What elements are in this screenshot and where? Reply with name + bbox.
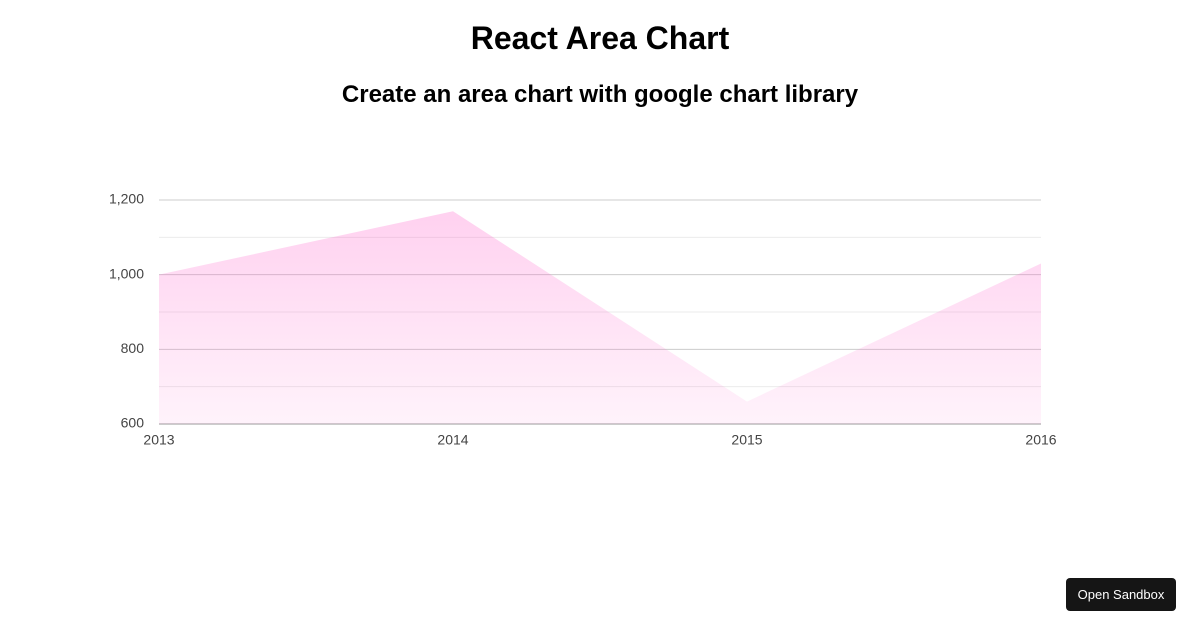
area (159, 211, 1041, 424)
y-tick-label: 600 (121, 415, 145, 431)
page-title: React Area Chart (470, 20, 730, 56)
chart: 600 800 1,000 1,200 2013 2014 2015 2016 (109, 191, 1057, 448)
y-tick-label: 800 (121, 340, 145, 356)
y-tick-label: 1,000 (109, 265, 144, 281)
x-tick-label: 2014 (437, 432, 468, 448)
x-tick-label: 2015 (731, 432, 762, 448)
page-subtitle: Create an area chart with google chart l… (341, 81, 859, 108)
x-tick-label: 2013 (143, 432, 174, 448)
x-tick-label: 2016 (1025, 432, 1056, 448)
y-tick-label: 1,200 (109, 191, 144, 207)
open-sandbox-button[interactable]: Open Sandbox (1066, 578, 1176, 611)
